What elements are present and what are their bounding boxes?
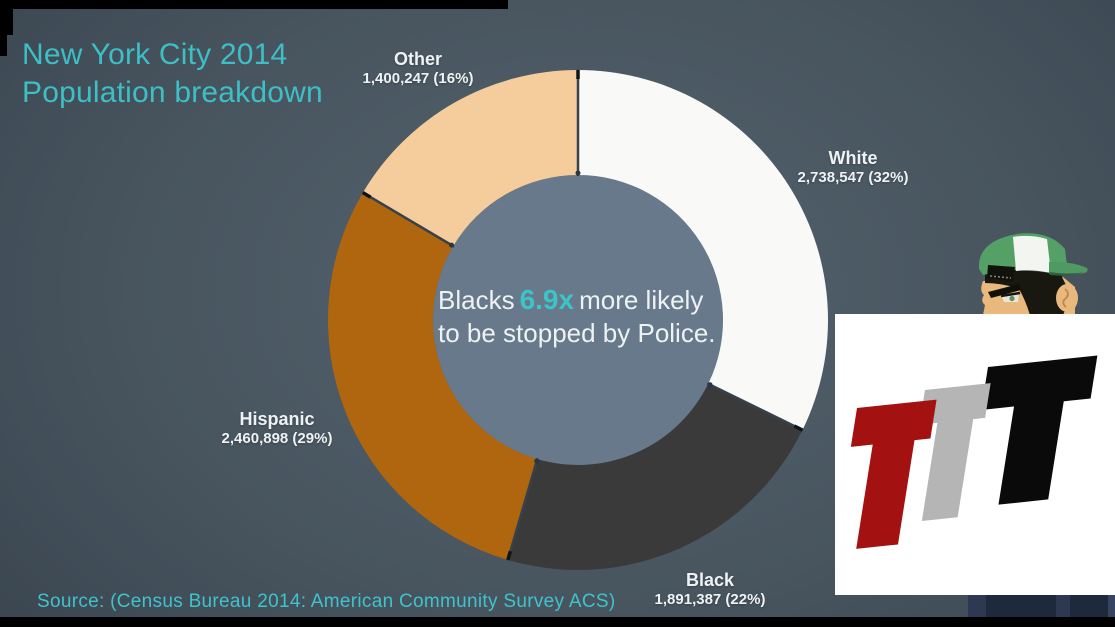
logo-box xyxy=(835,314,1115,595)
bottom-letterbox-bar xyxy=(0,617,1115,627)
segment-boundary-dot xyxy=(707,382,713,388)
cartoon-character xyxy=(978,233,1088,315)
character-legs xyxy=(968,595,1115,618)
character-cap-panel xyxy=(1013,235,1051,273)
character-leg xyxy=(986,595,1056,618)
segment-boundary-dot xyxy=(534,458,540,464)
page-title-line1: New York City 2014 xyxy=(22,38,288,71)
segment-value: 2,738,547 (32%) xyxy=(797,169,909,186)
segment-label-hispanic: Hispanic 2,460,898 (29%) xyxy=(167,409,387,448)
donut-inner-circle xyxy=(433,175,723,465)
donut-segment-other xyxy=(362,70,578,247)
top-letterbox-bar xyxy=(0,0,508,9)
center-annotation: Blacks 6.9x more likely to be stopped by P… xyxy=(438,283,738,350)
segment-name: White xyxy=(828,148,878,168)
page-title: New York City 2014 Population breakdown xyxy=(22,36,323,112)
segment-divider xyxy=(361,191,455,248)
segment-name: Hispanic xyxy=(239,409,315,429)
segment-label-other: Other 1,400,247 (16%) xyxy=(308,49,528,88)
segment-value: 1,891,387 (22%) xyxy=(654,591,766,608)
segment-boundary-tick xyxy=(506,550,513,561)
segment-value: 2,460,898 (29%) xyxy=(221,430,333,447)
character-ear-line xyxy=(1062,288,1069,308)
logo-letters xyxy=(850,355,1098,549)
source-note: Source: (Census Bureau 2014: American Co… xyxy=(37,591,616,612)
character-leg-highlight xyxy=(1108,595,1115,618)
segment-divider xyxy=(506,457,539,561)
character-eyebrow xyxy=(988,284,1021,298)
segment-boundary-dot xyxy=(575,170,581,176)
segment-boundary-tick xyxy=(793,424,804,432)
character-leg xyxy=(1070,595,1108,618)
donut-segment-white xyxy=(578,70,828,431)
character-eyelash xyxy=(1000,291,1021,298)
character-cap-brim xyxy=(1049,261,1088,275)
annotation-prefix: Blacks xyxy=(438,285,515,315)
segment-name: Other xyxy=(393,49,442,69)
page-title-line2: Population breakdown xyxy=(22,76,323,109)
annotation-suffix: more likely xyxy=(579,285,704,315)
segment-boundary-tick xyxy=(361,191,372,199)
donut-chart xyxy=(328,69,828,570)
logo-letter-t xyxy=(919,383,991,522)
character-iris xyxy=(1009,295,1015,302)
donut-segment-black xyxy=(507,383,803,570)
annotation-line2: to be stopped by Police. xyxy=(438,318,716,348)
segment-value: 1,400,247 (16%) xyxy=(362,70,474,87)
character-hair xyxy=(985,270,1068,315)
logo-letter-t xyxy=(850,399,937,549)
character-cap-stitches xyxy=(989,275,1012,279)
segment-boundary-dot xyxy=(449,242,455,248)
logo-letter-t xyxy=(981,355,1098,505)
segment-label-black: Black 1,891,387 (22%) xyxy=(600,570,820,609)
annotation-highlight: 6.9x xyxy=(519,284,575,315)
donut-segment-hispanic xyxy=(328,192,538,560)
character-cap-brim-shadow xyxy=(1049,272,1085,276)
segment-name: Black xyxy=(685,570,735,590)
segment-divider xyxy=(706,382,804,432)
segment-label-white: White 2,738,547 (32%) xyxy=(743,148,963,187)
left-letterbox-strip xyxy=(0,0,7,56)
